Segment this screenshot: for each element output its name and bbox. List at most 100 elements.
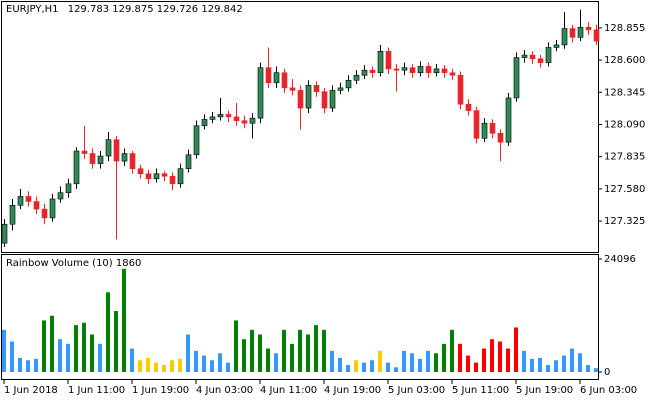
price-frame xyxy=(1,1,599,253)
volume-bar xyxy=(162,364,166,372)
y-tick-label: 24096 xyxy=(604,254,636,265)
candle-body xyxy=(497,133,504,143)
candle-body xyxy=(537,58,544,63)
candle-body xyxy=(369,69,376,74)
candle-body xyxy=(489,122,496,134)
volume-bar xyxy=(178,358,182,372)
volume-bar xyxy=(538,357,542,372)
candle-body xyxy=(385,50,392,70)
volume-bar xyxy=(394,367,398,372)
volume-bar xyxy=(106,292,110,372)
candle-body xyxy=(337,87,344,91)
volume-bar xyxy=(98,343,102,372)
volume-bar xyxy=(354,360,358,372)
candle-body xyxy=(457,74,464,105)
volume-bar xyxy=(234,320,238,372)
volume-bar xyxy=(170,360,174,372)
volume-bar xyxy=(122,268,126,372)
quote-high: 129.875 xyxy=(112,4,153,15)
candle-body xyxy=(513,57,520,99)
x-tick-label: 1 Jun 2018 xyxy=(4,385,58,396)
volume-bar xyxy=(474,362,478,372)
candle-body xyxy=(137,168,144,175)
candle-body xyxy=(577,26,584,38)
candle-body xyxy=(105,139,112,157)
volume-bar xyxy=(330,350,334,372)
candle-body xyxy=(553,44,560,48)
quote-close: 129.842 xyxy=(201,4,242,15)
candle-body xyxy=(89,153,96,164)
y-tick-label: 0 xyxy=(604,367,610,378)
volume-bar xyxy=(554,360,558,372)
volume-bar xyxy=(194,350,198,372)
volume-bar xyxy=(202,355,206,372)
candle-body xyxy=(425,66,432,74)
volume-bar xyxy=(186,334,190,372)
x-tick-label: 6 Jun 03:00 xyxy=(580,385,637,396)
volume-bar xyxy=(378,350,382,372)
volume-bar xyxy=(594,368,598,372)
x-tick-label: 5 Jun 19:00 xyxy=(516,385,573,396)
candle-body xyxy=(361,69,368,76)
volume-bar xyxy=(226,362,230,372)
candle-body xyxy=(145,173,152,180)
candle-body xyxy=(289,87,296,91)
volume-bar xyxy=(82,322,86,372)
volume-bar xyxy=(498,341,502,372)
volume-bar xyxy=(242,339,246,372)
candle-body xyxy=(465,103,472,111)
y-tick-label: 127.325 xyxy=(604,216,645,227)
volume-frame xyxy=(1,254,599,380)
volume-bar xyxy=(346,364,350,372)
x-tick-label: 5 Jun 03:00 xyxy=(388,385,445,396)
candle-body xyxy=(593,29,600,42)
volume-bar xyxy=(322,329,326,372)
volume-bar xyxy=(154,362,158,372)
volume-bar xyxy=(282,329,286,372)
candle-body xyxy=(121,153,128,162)
x-tick-label: 1 Jun 11:00 xyxy=(68,385,125,396)
candle-body xyxy=(265,67,272,84)
chart-header: EURJPY,H1 129.783 129.875 129.726 129.84… xyxy=(6,4,243,15)
volume-bar xyxy=(258,334,262,372)
volume-bar xyxy=(410,353,414,372)
candle-body xyxy=(529,54,536,60)
y-tick-label: 128.090 xyxy=(604,119,645,130)
x-tick-label: 4 Jun 11:00 xyxy=(260,385,317,396)
volume-bar xyxy=(570,348,574,372)
volume-bar xyxy=(218,353,222,372)
candle-body xyxy=(225,114,232,118)
candle-body xyxy=(97,155,104,164)
volume-bar xyxy=(90,334,94,372)
candle-body xyxy=(57,192,64,200)
candle-body xyxy=(73,150,80,185)
candle-body xyxy=(505,97,512,143)
volume-bar xyxy=(362,362,366,372)
candle-body xyxy=(345,79,352,89)
volume-bar xyxy=(402,350,406,372)
candle-body xyxy=(313,85,320,92)
candle-body xyxy=(449,72,456,76)
candle-body xyxy=(305,85,312,109)
candle-body xyxy=(481,122,488,139)
candle-body xyxy=(41,208,48,219)
volume-bar xyxy=(274,353,278,372)
y-tick-label: 128.600 xyxy=(604,55,645,66)
volume-bar xyxy=(386,362,390,372)
y-tick-label: 127.580 xyxy=(604,184,645,195)
volume-bar xyxy=(546,364,550,372)
x-tick-label: 1 Jun 19:00 xyxy=(132,385,189,396)
volume-bar xyxy=(58,339,62,372)
candle-body xyxy=(113,139,120,162)
candle-body xyxy=(569,28,576,38)
volume-bar xyxy=(458,343,462,372)
volume-bar xyxy=(2,329,6,372)
candle-body xyxy=(393,68,400,71)
volume-bar xyxy=(418,358,422,372)
candle-body xyxy=(273,72,280,84)
candle-body xyxy=(193,125,200,156)
volume-bar xyxy=(138,360,142,372)
x-tick-label: 5 Jun 11:00 xyxy=(452,385,509,396)
candle-body xyxy=(249,117,256,124)
x-tick-label: 4 Jun 03:00 xyxy=(196,385,253,396)
